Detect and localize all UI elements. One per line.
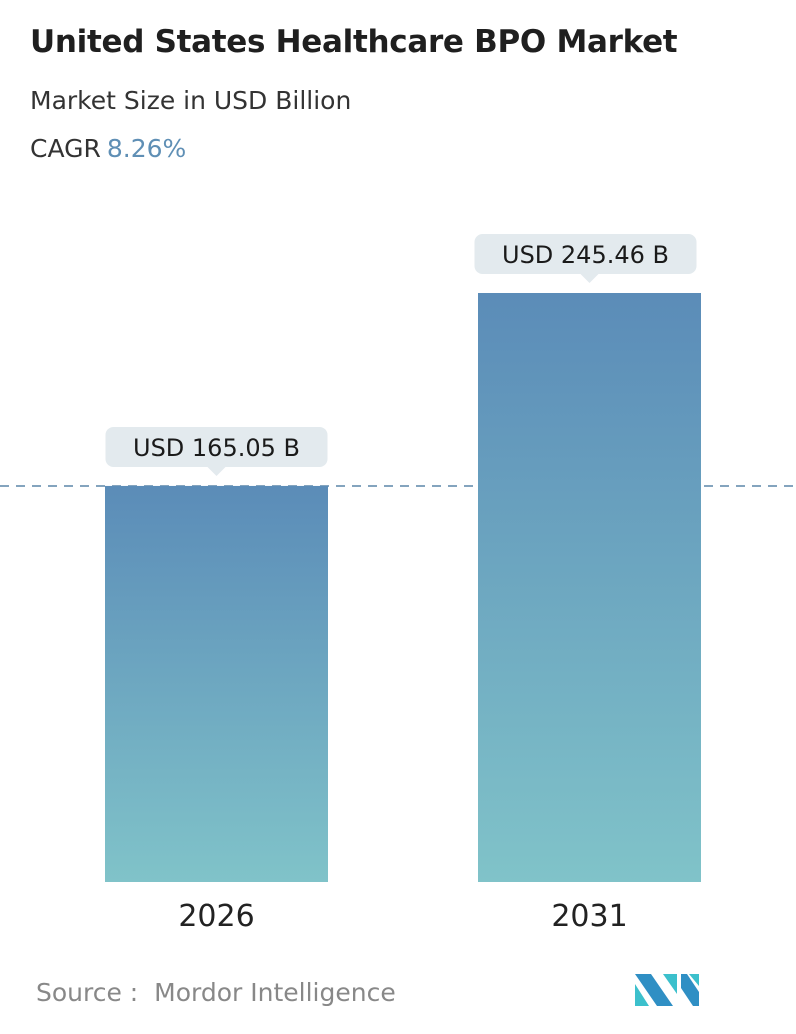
data-label-pointer xyxy=(207,466,226,476)
data-label: USD 245.46 B xyxy=(502,241,669,269)
data-label: USD 165.05 B xyxy=(133,434,300,462)
cagr-label: CAGR xyxy=(30,134,101,163)
data-label-box xyxy=(474,234,697,274)
source: Source : Mordor Intelligence xyxy=(36,978,396,1007)
chart-subtitle: Market Size in USD Billion xyxy=(30,86,352,115)
bar-2026 xyxy=(105,485,328,882)
source-label: Source : xyxy=(36,978,139,1007)
data-label-pointer xyxy=(580,274,599,283)
bar-2031 xyxy=(478,293,701,882)
data-label-box xyxy=(105,426,328,467)
x-tick-label: 2026 xyxy=(178,899,254,934)
mordor-intelligence-logo xyxy=(635,974,699,1006)
bar-chart: USD 165.05 B 2026 USD 245.46 B 2031 xyxy=(0,234,796,934)
cagr-value: 8.26% xyxy=(106,134,187,163)
source-name: Mordor Intelligence xyxy=(154,978,396,1007)
cagr: CAGR 8.26% xyxy=(30,134,186,163)
chart-title: United States Healthcare BPO Market xyxy=(30,24,678,60)
x-tick-label: 2031 xyxy=(551,899,627,934)
